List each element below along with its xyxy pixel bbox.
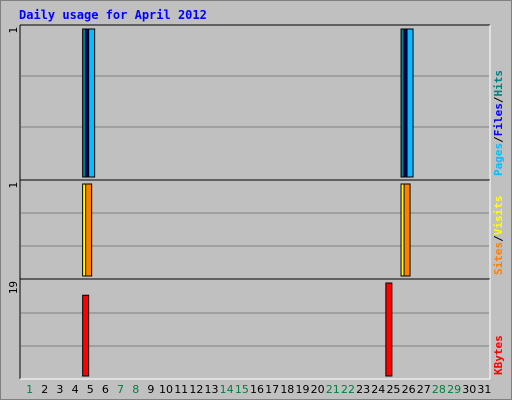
bar-sites-day-26: [403, 183, 411, 277]
bar-sites-day-5: [85, 183, 93, 277]
x-tick-label-day-30: 30: [462, 383, 476, 396]
legend-entry: Hits: [492, 70, 505, 97]
x-tick-label-day-13: 13: [205, 383, 219, 396]
y-max-label: 1: [7, 27, 20, 34]
legend-3: KBytes: [492, 335, 505, 375]
x-tick-label-day-22: 22: [341, 383, 355, 396]
x-tick-label-day-2: 2: [41, 383, 48, 396]
x-tick-label-day-17: 17: [265, 383, 279, 396]
legend-entry: Sites: [492, 242, 505, 275]
legend-2: Sites/Visits: [492, 196, 505, 276]
legend-entry: /: [492, 235, 505, 242]
x-tick-label-day-8: 8: [132, 383, 139, 396]
x-tick-label-day-26: 26: [402, 383, 416, 396]
panel-background: [20, 180, 490, 279]
legend-entry: Pages: [492, 143, 505, 176]
x-tick-label-day-9: 9: [147, 383, 154, 396]
x-tick-label-day-21: 21: [326, 383, 340, 396]
x-tick-label-day-23: 23: [356, 383, 370, 396]
legend-entry: /: [492, 96, 505, 103]
x-tick-label-day-7: 7: [117, 383, 124, 396]
legend-entry: Visits: [492, 196, 505, 236]
x-tick-label-day-14: 14: [220, 383, 234, 396]
panel-background: [20, 279, 490, 379]
legend-entry: KBytes: [492, 335, 505, 375]
x-tick-label-day-24: 24: [371, 383, 385, 396]
x-tick-label-day-11: 11: [174, 383, 188, 396]
chart-title: Daily usage for April 2012: [19, 8, 207, 22]
bar-kbytes-day-5: [82, 294, 90, 377]
x-tick-label-day-20: 20: [311, 383, 325, 396]
x-tick-label-day-25: 25: [386, 383, 400, 396]
legend-entry: Files: [492, 103, 505, 136]
x-tick-label-day-1: 1: [26, 383, 33, 396]
x-tick-label-day-5: 5: [87, 383, 94, 396]
x-tick-label-day-18: 18: [280, 383, 294, 396]
bar-kbytes-day-25: [385, 282, 393, 377]
y-max-label: 1: [7, 182, 20, 189]
legend-1: Pages/Files/Hits: [492, 70, 505, 176]
x-tick-label-day-10: 10: [159, 383, 173, 396]
bar-pages-day-5: [88, 28, 96, 178]
x-tick-label-day-27: 27: [417, 383, 431, 396]
x-tick-label-day-28: 28: [432, 383, 446, 396]
x-tick-label-day-4: 4: [72, 383, 79, 396]
legend-entry: /: [492, 136, 505, 143]
x-tick-label-day-6: 6: [102, 383, 109, 396]
x-tick-label-day-16: 16: [250, 383, 264, 396]
x-tick-label-day-12: 12: [189, 383, 203, 396]
x-tick-label-day-19: 19: [295, 383, 309, 396]
y-max-label: 19: [7, 281, 20, 294]
x-tick-label-day-3: 3: [56, 383, 63, 396]
x-tick-label-day-31: 31: [477, 383, 491, 396]
bar-pages-day-26: [406, 28, 414, 178]
x-tick-label-day-29: 29: [447, 383, 461, 396]
x-tick-label-day-15: 15: [235, 383, 249, 396]
